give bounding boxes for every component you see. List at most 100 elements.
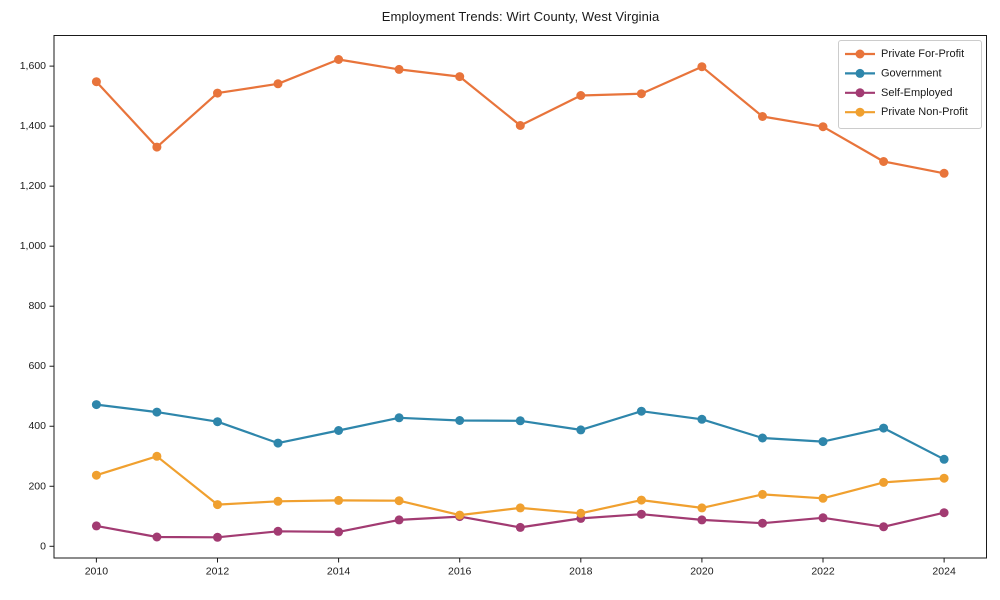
x-tick-label: 2024 [932,566,956,578]
y-tick-label: 1,200 [20,180,46,192]
data-point-marker [394,515,404,525]
legend-marker [855,88,865,98]
data-point-marker [697,503,707,513]
data-point-marker [91,521,101,531]
data-point-marker [636,509,646,519]
y-tick-label: 800 [28,300,46,312]
data-point-marker [152,142,162,152]
data-point-marker [879,157,889,166]
data-point-marker [455,510,465,520]
data-point-marker [334,527,344,537]
data-point-marker [818,122,828,132]
data-point-marker [636,406,646,416]
data-point-marker [515,503,525,513]
data-point-marker [758,433,767,443]
data-point-marker [273,79,283,89]
data-point-marker [697,62,707,72]
legend: Private For-Profit Government Self-Employe… [838,40,982,129]
data-point-marker [939,454,949,464]
series-private-non-profit [91,451,949,520]
series-government [91,400,949,464]
data-point-marker [334,55,344,64]
data-point-marker [879,477,889,487]
legend-marker [855,68,865,78]
data-point-marker [697,414,707,424]
data-point-marker [273,496,283,506]
series-private-for-profit [91,55,949,178]
data-point-marker [213,417,222,427]
data-point-marker [91,470,101,480]
data-point-marker [152,451,162,461]
data-point-marker [576,425,586,435]
data-point-marker [576,508,586,518]
x-tick-label: 2012 [206,566,230,578]
legend-marker [855,107,865,117]
legend-item-private-for-profit: Private For-Profit [845,48,964,60]
data-point-marker [213,532,222,542]
x-tick-label: 2014 [327,566,351,578]
data-point-marker [758,489,767,499]
data-point-marker [334,426,344,435]
data-point-marker [152,532,162,542]
data-point-marker [879,522,889,532]
data-point-marker [636,495,646,505]
data-point-marker [939,508,949,518]
y-tick-label: 0 [40,540,46,552]
data-point-marker [394,64,404,74]
data-point-marker [152,407,162,417]
data-point-marker [91,77,101,87]
legend-label: Government [881,67,942,79]
y-tick-label: 1,000 [20,240,46,252]
x-axis: 2010 2012 2014 2016 2018 2020 2022 2024 [85,558,956,578]
y-tick-label: 400 [28,420,46,432]
data-point-marker [818,437,828,447]
y-tick-label: 1,400 [20,120,46,132]
legend-marker [855,49,865,59]
data-point-marker [879,423,889,433]
chart-title: Employment Trends: Wirt County, West Vir… [381,9,660,24]
data-point-marker [758,518,767,528]
data-point-marker [213,500,222,510]
legend-box [838,40,982,129]
legend-item-private-non-profit: Private Non-Profit [845,106,968,118]
legend-label: Self-Employed [881,87,953,99]
x-tick-label: 2016 [448,566,472,578]
legend-label: Private For-Profit [881,48,964,60]
data-point-marker [455,72,465,82]
y-tick-label: 1,600 [20,60,46,72]
data-point-marker [939,473,949,483]
series-line [95,403,946,461]
data-point-marker [515,416,525,426]
plot-area [53,35,987,559]
data-point-marker [273,526,283,536]
data-point-marker [394,496,404,506]
legend-item-government: Government [845,67,942,79]
series-self-employed [91,508,949,542]
data-point-marker [334,495,344,505]
data-point-marker [213,88,222,98]
data-point-marker [818,513,828,523]
data-point-marker [273,438,283,448]
y-tick-label: 600 [28,360,46,372]
data-point-marker [939,168,949,178]
x-tick-label: 2010 [85,566,109,578]
data-point-marker [394,413,404,423]
data-point-marker [455,416,465,425]
data-point-marker [636,89,646,99]
x-tick-label: 2018 [569,566,593,578]
data-point-marker [515,121,525,130]
x-tick-label: 2020 [690,566,714,578]
data-point-marker [515,522,525,532]
series-line [95,58,946,175]
y-axis: 0 200 400 600 800 1,000 1,200 1,400 1,600 [20,60,54,552]
data-point-marker [818,493,828,503]
data-point-marker [576,91,586,100]
legend-label: Private Non-Profit [881,106,968,118]
x-tick-label: 2022 [811,566,835,578]
data-point-marker [758,112,767,121]
data-point-marker [91,400,101,410]
legend-item-self-employed: Self-Employed [845,87,953,99]
y-tick-label: 200 [28,480,46,492]
